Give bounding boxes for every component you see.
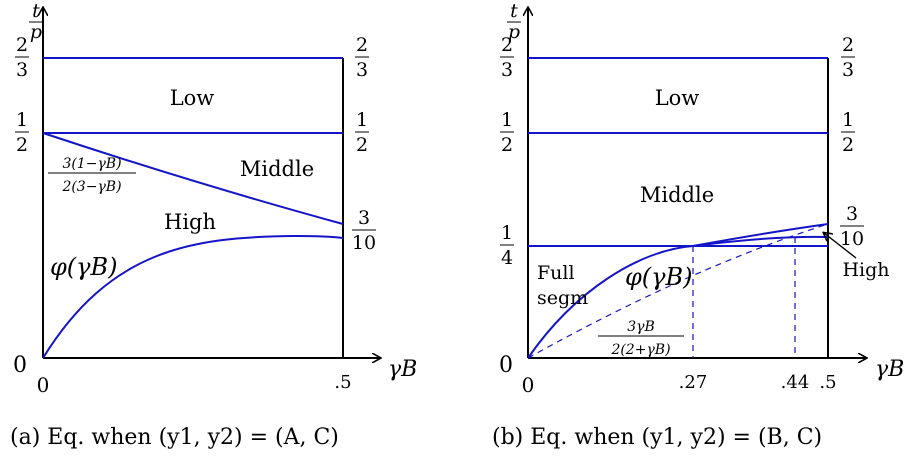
x-tick-0: 0: [522, 373, 535, 397]
formula-num: 3(1−γB): [62, 156, 121, 172]
region-middle: Middle: [640, 183, 714, 207]
right-tick-two-thirds: 2 3: [841, 34, 855, 81]
tick-num: 2: [501, 34, 513, 56]
tick-num: 2: [16, 34, 28, 56]
tick-num: 1: [501, 109, 513, 131]
tick-num: 2: [842, 34, 854, 56]
region-high: High: [842, 259, 889, 281]
right-tick-two-thirds: 2 3: [355, 34, 369, 81]
x-tick-44: .44: [781, 372, 810, 393]
right-tick-three-tenths: 3 10: [840, 203, 864, 250]
x-axis-label: γB: [388, 357, 417, 382]
right-tick-one-half: 1 2: [355, 109, 369, 156]
y-axis-label-num: t: [32, 0, 40, 22]
middle-boundary-curve: [42, 132, 344, 225]
phi-label: φ(γB): [625, 263, 693, 291]
tick-den: 3: [16, 59, 28, 81]
tick-num: 3: [846, 203, 858, 225]
x-tick-half: .5: [819, 372, 836, 393]
origin-label: 0: [499, 353, 513, 378]
tick-den: 3: [842, 59, 854, 81]
panel-b: t p Low Middle Full segm High φ(γB) 3γB …: [499, 0, 904, 397]
phi-curve: [527, 235, 829, 359]
formula-num: 3γB: [627, 319, 655, 335]
tick-num: 2: [356, 34, 368, 56]
left-tick-two-thirds: 2 3: [500, 34, 514, 81]
tick-den: 4: [501, 247, 513, 269]
x-axis-label: γB: [875, 357, 904, 382]
tick-num: 1: [842, 109, 854, 131]
tick-den: 3: [356, 59, 368, 81]
x-tick-27: .27: [679, 372, 708, 393]
caption-a: (a) Eq. when (y1, y2) = (A, C): [10, 425, 339, 450]
formula-den: 2(3−γB): [61, 179, 121, 195]
upper-segment: [692, 223, 829, 247]
tick-num: 1: [16, 109, 28, 131]
dashed-formula-curve: [527, 223, 829, 359]
tick-den: 10: [840, 228, 864, 250]
y-axis-label-den: p: [508, 21, 520, 43]
right-tick-one-half: 1 2: [841, 109, 855, 156]
region-full-line2: segm: [537, 287, 588, 309]
phi-curve: [42, 234, 344, 359]
tick-den: 10: [352, 232, 376, 254]
tick-num: 3: [358, 207, 370, 229]
region-full-line1: Full: [537, 262, 575, 284]
left-tick-one-half: 1 2: [500, 109, 514, 156]
high-pointer-arrow: [824, 233, 857, 259]
panel-a: t p Low Middle High φ(γB) 3(1−γB) 2(3−γB…: [13, 0, 417, 397]
left-tick-one-half: 1 2: [15, 109, 29, 156]
tick-den: 2: [501, 134, 513, 156]
formula-den: 2(2+γB): [610, 342, 670, 358]
left-tick-one-quarter: 1 4: [500, 222, 514, 269]
tick-num: 1: [356, 109, 368, 131]
region-low: Low: [655, 86, 700, 110]
y-axis-label-den: p: [30, 21, 42, 43]
origin-label: 0: [13, 353, 27, 378]
tick-den: 3: [501, 59, 513, 81]
region-high: High: [164, 210, 216, 234]
right-tick-three-tenths: 3 10: [352, 207, 376, 254]
region-middle: Middle: [240, 157, 314, 181]
x-tick-half: .5: [334, 372, 351, 393]
tick-den: 2: [842, 134, 854, 156]
x-tick-0: 0: [37, 373, 50, 397]
caption-b: (b) Eq. when (y1, y2) = (B, C): [492, 425, 823, 450]
phi-label: φ(γB): [50, 253, 118, 281]
tick-den: 2: [16, 134, 28, 156]
y-axis-label-num: t: [510, 0, 518, 22]
region-low: Low: [170, 86, 215, 110]
tick-num: 1: [501, 222, 513, 244]
tick-den: 2: [356, 134, 368, 156]
left-tick-two-thirds: 2 3: [15, 34, 29, 81]
